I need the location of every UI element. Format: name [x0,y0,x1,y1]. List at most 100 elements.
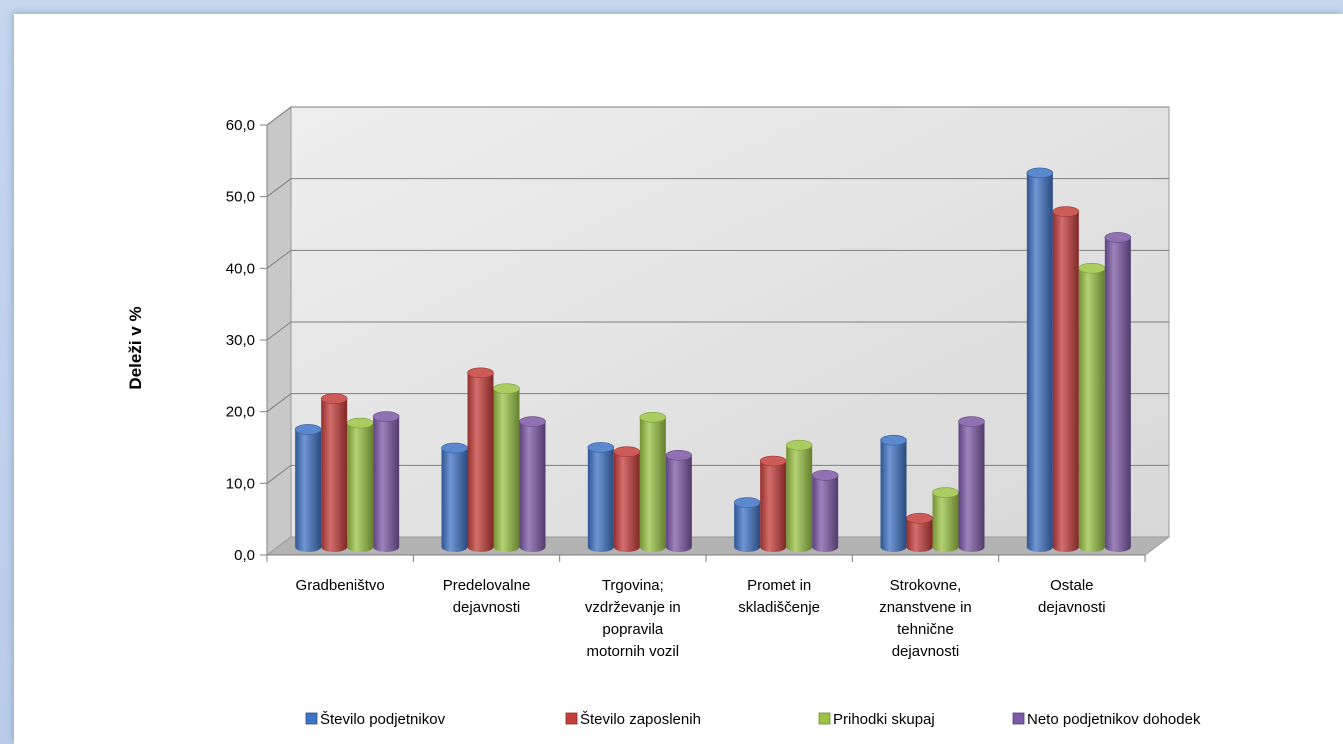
legend-swatch [565,712,578,725]
bar [467,367,494,552]
bar-top [519,416,546,427]
bar-body [812,475,839,552]
bar-body [932,492,959,552]
bar-top [1052,206,1080,217]
bar [958,416,985,552]
bar-top [493,383,520,394]
bar-body [906,518,933,552]
bar-body [1104,237,1131,552]
bar [759,455,787,552]
gridline [266,393,1169,413]
gridline [266,464,1169,484]
y-tick-label: 0,0 [234,547,255,564]
bar-top [441,442,468,454]
bar [1052,206,1080,552]
y-tick-label: 40,0 [226,260,255,277]
bar [493,383,520,552]
x-tick-label: Predelovalne dejavnosti [443,577,531,616]
bar-body [786,445,813,552]
x-tick-label: Gradbeništvo [296,577,385,594]
legend-label: Neto podjetnikov dohodek [1027,711,1201,728]
bar-body [295,429,322,552]
bar-body [639,417,666,552]
y-tick-label: 50,0 [226,189,255,206]
bar-top [932,487,959,498]
gridline [266,321,1169,341]
bar [1078,262,1106,552]
bar [320,393,348,552]
bar [811,470,839,552]
bar-top [294,424,322,435]
bar-top [906,513,933,524]
bar-top [880,434,907,446]
bar-top [320,393,348,404]
x-tick-label: Promet in skladiščenje [738,577,820,616]
bar [733,497,761,552]
bar-body [1078,268,1105,552]
bar-top [372,411,400,422]
bar-top [613,446,641,457]
bar-top [639,411,667,423]
bar-body [519,421,546,552]
bar [906,513,933,552]
bar-body [665,455,692,552]
bar-body [441,448,468,552]
legend-label: Število zaposlenih [580,711,701,728]
bar-top [346,417,374,429]
bar [932,487,959,552]
y-tick-label: 60,0 [226,117,255,134]
bar-top [665,449,693,461]
bar-body [321,398,348,552]
bar-top [467,367,494,379]
bar [639,411,667,552]
y-tick-label: 30,0 [226,332,255,349]
bar-body [467,372,494,552]
bar-top [1026,167,1054,179]
bar-body [587,447,614,552]
x-tick-label: Trgovina; vzdrževanje in popravila motornih… [585,577,681,660]
gridline [266,249,1169,269]
bar [1104,232,1132,552]
bar-top [785,439,813,451]
bar-top [811,470,839,481]
legend-label: Prihodki skupaj [833,711,935,728]
bar-body [760,461,787,552]
legend-label: Število podjetnikov [320,711,446,728]
bar [441,442,468,552]
bar [665,449,693,552]
bar [880,434,907,552]
legend-swatch [1012,712,1025,725]
bar-top [1078,262,1106,274]
bar-body [880,440,907,552]
bar-top [1104,232,1132,243]
bar-top [958,416,985,427]
bar-body [613,451,640,552]
bar-top [759,455,787,467]
bar-top [587,442,615,453]
bar-body [1026,172,1053,552]
bar [1026,167,1054,552]
bar [346,417,374,552]
bar-body [373,416,400,552]
bar-body [958,421,985,552]
bar-body [493,388,520,552]
bar [519,416,546,552]
x-tick-label: Strokovne, znanstvene in tehnične dejavnost… [879,577,972,660]
bar-body [1052,211,1079,552]
bar [587,442,615,552]
bar [372,411,400,552]
y-axis-title: Deleži v % [126,306,145,389]
bar [785,439,813,552]
gridline [266,106,1169,126]
legend-swatch [305,712,318,725]
y-tick-label: 20,0 [226,404,255,421]
bar-body [734,502,761,552]
gridline [266,178,1169,198]
bar [294,424,322,552]
x-tick-label: Ostale dejavnosti [1038,577,1106,616]
bar-top [733,497,761,508]
bar-body [347,423,374,552]
y-tick-label: 10,0 [226,475,255,492]
bar [613,446,641,552]
